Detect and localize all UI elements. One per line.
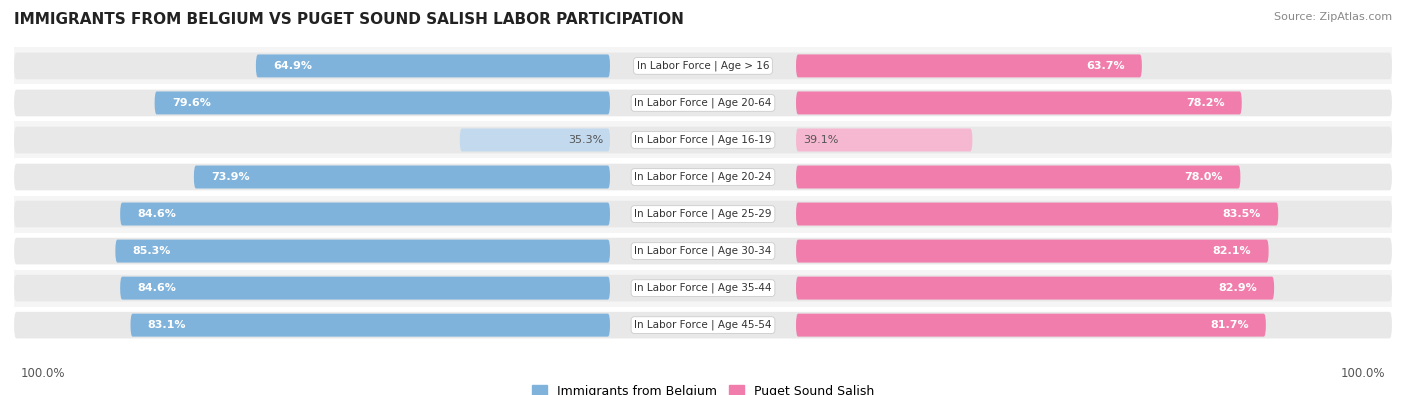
Text: 81.7%: 81.7% bbox=[1211, 320, 1249, 330]
FancyBboxPatch shape bbox=[14, 307, 1392, 344]
FancyBboxPatch shape bbox=[796, 128, 973, 151]
Text: 100.0%: 100.0% bbox=[1340, 367, 1385, 380]
Text: 84.6%: 84.6% bbox=[138, 209, 176, 219]
FancyBboxPatch shape bbox=[14, 47, 1392, 85]
FancyBboxPatch shape bbox=[796, 55, 1142, 77]
FancyBboxPatch shape bbox=[131, 314, 610, 337]
Text: In Labor Force | Age 20-24: In Labor Force | Age 20-24 bbox=[634, 172, 772, 182]
FancyBboxPatch shape bbox=[14, 238, 1392, 264]
Text: In Labor Force | Age 16-19: In Labor Force | Age 16-19 bbox=[634, 135, 772, 145]
Text: 85.3%: 85.3% bbox=[132, 246, 172, 256]
Text: 64.9%: 64.9% bbox=[273, 61, 312, 71]
Text: 84.6%: 84.6% bbox=[138, 283, 176, 293]
FancyBboxPatch shape bbox=[460, 128, 610, 151]
FancyBboxPatch shape bbox=[14, 233, 1392, 269]
FancyBboxPatch shape bbox=[796, 166, 1240, 188]
FancyBboxPatch shape bbox=[14, 312, 1392, 339]
FancyBboxPatch shape bbox=[14, 164, 1392, 190]
FancyBboxPatch shape bbox=[14, 121, 1392, 158]
Text: 39.1%: 39.1% bbox=[803, 135, 838, 145]
Text: In Labor Force | Age 45-54: In Labor Force | Age 45-54 bbox=[634, 320, 772, 330]
FancyBboxPatch shape bbox=[14, 275, 1392, 301]
FancyBboxPatch shape bbox=[155, 92, 610, 115]
Text: 35.3%: 35.3% bbox=[568, 135, 603, 145]
Text: 73.9%: 73.9% bbox=[211, 172, 250, 182]
FancyBboxPatch shape bbox=[14, 196, 1392, 233]
FancyBboxPatch shape bbox=[115, 240, 610, 263]
FancyBboxPatch shape bbox=[256, 55, 610, 77]
Text: In Labor Force | Age 30-34: In Labor Force | Age 30-34 bbox=[634, 246, 772, 256]
FancyBboxPatch shape bbox=[14, 158, 1392, 196]
Text: 83.1%: 83.1% bbox=[148, 320, 186, 330]
Text: In Labor Force | Age 35-44: In Labor Force | Age 35-44 bbox=[634, 283, 772, 293]
FancyBboxPatch shape bbox=[194, 166, 610, 188]
Text: 63.7%: 63.7% bbox=[1085, 61, 1125, 71]
FancyBboxPatch shape bbox=[14, 127, 1392, 153]
Text: 78.2%: 78.2% bbox=[1185, 98, 1225, 108]
FancyBboxPatch shape bbox=[796, 314, 1265, 337]
Legend: Immigrants from Belgium, Puget Sound Salish: Immigrants from Belgium, Puget Sound Sal… bbox=[527, 380, 879, 395]
FancyBboxPatch shape bbox=[14, 85, 1392, 121]
Text: In Labor Force | Age 25-29: In Labor Force | Age 25-29 bbox=[634, 209, 772, 219]
FancyBboxPatch shape bbox=[120, 203, 610, 226]
Text: IMMIGRANTS FROM BELGIUM VS PUGET SOUND SALISH LABOR PARTICIPATION: IMMIGRANTS FROM BELGIUM VS PUGET SOUND S… bbox=[14, 12, 683, 27]
Text: 79.6%: 79.6% bbox=[172, 98, 211, 108]
FancyBboxPatch shape bbox=[120, 276, 610, 299]
FancyBboxPatch shape bbox=[796, 203, 1278, 226]
Text: 100.0%: 100.0% bbox=[21, 367, 66, 380]
Text: In Labor Force | Age > 16: In Labor Force | Age > 16 bbox=[637, 61, 769, 71]
FancyBboxPatch shape bbox=[796, 276, 1274, 299]
FancyBboxPatch shape bbox=[14, 201, 1392, 228]
FancyBboxPatch shape bbox=[796, 92, 1241, 115]
Text: 82.9%: 82.9% bbox=[1218, 283, 1257, 293]
Text: 78.0%: 78.0% bbox=[1185, 172, 1223, 182]
FancyBboxPatch shape bbox=[14, 53, 1392, 79]
Text: 82.1%: 82.1% bbox=[1213, 246, 1251, 256]
Text: In Labor Force | Age 20-64: In Labor Force | Age 20-64 bbox=[634, 98, 772, 108]
Text: 83.5%: 83.5% bbox=[1223, 209, 1261, 219]
FancyBboxPatch shape bbox=[14, 269, 1392, 307]
FancyBboxPatch shape bbox=[14, 90, 1392, 116]
FancyBboxPatch shape bbox=[796, 240, 1268, 263]
Text: Source: ZipAtlas.com: Source: ZipAtlas.com bbox=[1274, 12, 1392, 22]
